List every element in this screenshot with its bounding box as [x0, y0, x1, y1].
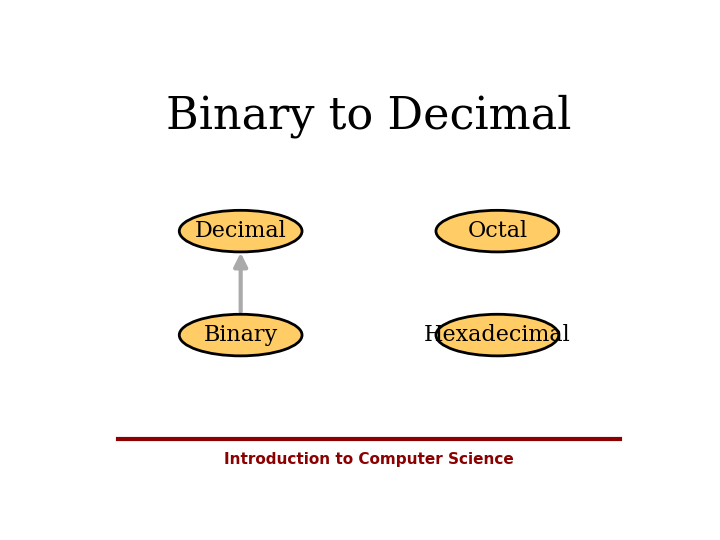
Ellipse shape: [179, 210, 302, 252]
Text: Hexadecimal: Hexadecimal: [424, 324, 571, 346]
Text: Introduction to Computer Science: Introduction to Computer Science: [224, 453, 514, 467]
Text: Decimal: Decimal: [195, 220, 287, 242]
Ellipse shape: [179, 314, 302, 356]
Ellipse shape: [436, 210, 559, 252]
Ellipse shape: [436, 314, 559, 356]
Text: Octal: Octal: [467, 220, 528, 242]
Text: Binary to Decimal: Binary to Decimal: [166, 94, 572, 138]
Text: Binary: Binary: [204, 324, 278, 346]
